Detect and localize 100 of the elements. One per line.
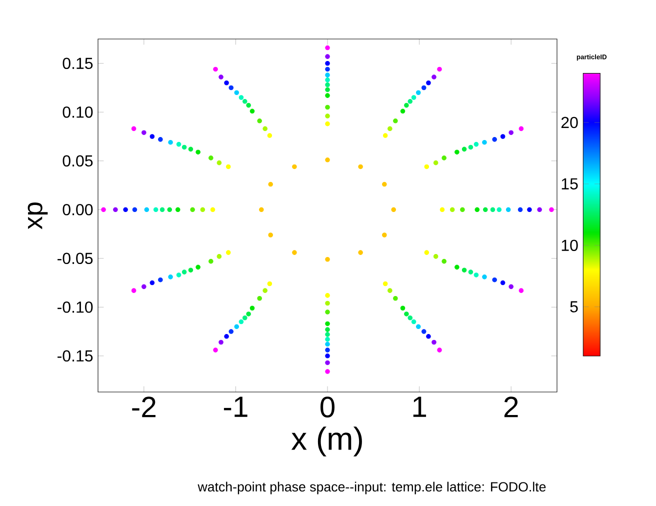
point bbox=[454, 150, 460, 155]
point bbox=[474, 272, 479, 278]
point bbox=[506, 207, 511, 212]
point bbox=[460, 207, 465, 212]
point bbox=[182, 144, 187, 150]
point bbox=[432, 340, 436, 345]
point bbox=[325, 78, 330, 82]
point bbox=[188, 268, 194, 272]
point bbox=[404, 102, 409, 108]
x-axis-title: x (m) bbox=[291, 426, 362, 456]
point bbox=[382, 232, 387, 238]
point bbox=[196, 150, 200, 155]
point bbox=[492, 277, 497, 282]
point bbox=[325, 348, 330, 352]
point bbox=[426, 80, 431, 86]
point bbox=[325, 87, 330, 92]
point bbox=[325, 54, 330, 59]
point bbox=[325, 72, 330, 78]
point bbox=[175, 207, 180, 212]
point bbox=[421, 329, 426, 334]
point bbox=[144, 207, 150, 212]
point bbox=[426, 334, 431, 339]
point bbox=[216, 254, 222, 259]
point bbox=[168, 274, 173, 280]
point bbox=[123, 207, 128, 212]
point bbox=[262, 126, 268, 132]
point bbox=[393, 296, 398, 301]
point bbox=[549, 207, 554, 212]
point bbox=[490, 207, 496, 212]
point bbox=[262, 288, 268, 293]
point bbox=[433, 254, 438, 259]
point bbox=[228, 329, 234, 334]
text: watch-point phase space--input: temp.ele lattice: FODO.lte bbox=[198, 482, 546, 494]
point bbox=[325, 121, 330, 126]
point bbox=[527, 207, 532, 212]
point bbox=[325, 369, 330, 374]
point bbox=[325, 332, 330, 337]
point bbox=[218, 74, 224, 80]
color-bar-label: 20 bbox=[561, 116, 578, 128]
point bbox=[433, 160, 438, 166]
point bbox=[518, 126, 524, 132]
point bbox=[238, 95, 244, 100]
point bbox=[325, 104, 330, 110]
point bbox=[242, 98, 248, 104]
point bbox=[440, 207, 445, 212]
point bbox=[468, 270, 474, 274]
point bbox=[188, 146, 194, 152]
y-axis-title: xp bbox=[28, 202, 48, 230]
point bbox=[482, 140, 487, 145]
point bbox=[468, 144, 474, 150]
point bbox=[131, 288, 136, 293]
point bbox=[424, 164, 430, 170]
point bbox=[325, 360, 330, 366]
point bbox=[325, 300, 330, 306]
point bbox=[226, 164, 231, 170]
point bbox=[268, 182, 273, 187]
point bbox=[158, 277, 163, 282]
point bbox=[224, 334, 229, 339]
point bbox=[400, 306, 406, 311]
point bbox=[268, 232, 273, 238]
point bbox=[508, 130, 514, 136]
point bbox=[421, 85, 426, 90]
point bbox=[404, 312, 409, 316]
point bbox=[496, 207, 502, 212]
point bbox=[267, 133, 272, 138]
point bbox=[238, 319, 244, 324]
point bbox=[411, 319, 416, 324]
point bbox=[400, 108, 406, 114]
point bbox=[210, 207, 216, 212]
point bbox=[382, 133, 388, 138]
point bbox=[325, 327, 330, 332]
color-bar-label: 5 bbox=[570, 301, 578, 312]
point bbox=[190, 207, 195, 212]
point bbox=[508, 284, 514, 290]
point bbox=[325, 66, 330, 72]
point bbox=[500, 280, 506, 286]
point bbox=[482, 207, 488, 212]
point bbox=[158, 137, 163, 142]
point bbox=[292, 250, 297, 255]
point bbox=[325, 45, 330, 50]
point bbox=[182, 270, 187, 274]
point bbox=[234, 324, 240, 330]
point bbox=[537, 207, 542, 212]
point bbox=[267, 281, 272, 286]
point bbox=[462, 146, 467, 152]
point bbox=[167, 207, 172, 212]
point bbox=[113, 207, 118, 212]
point bbox=[454, 264, 460, 270]
point bbox=[228, 85, 234, 90]
point bbox=[250, 108, 255, 114]
y-tick-label: -0.10 bbox=[58, 301, 93, 313]
point bbox=[325, 321, 330, 326]
point bbox=[382, 182, 387, 187]
point bbox=[382, 281, 388, 286]
point bbox=[325, 293, 330, 298]
x-tick-label: 1 bbox=[413, 396, 426, 417]
point bbox=[411, 95, 416, 100]
point bbox=[250, 306, 255, 311]
point bbox=[131, 126, 136, 132]
point bbox=[176, 142, 182, 147]
